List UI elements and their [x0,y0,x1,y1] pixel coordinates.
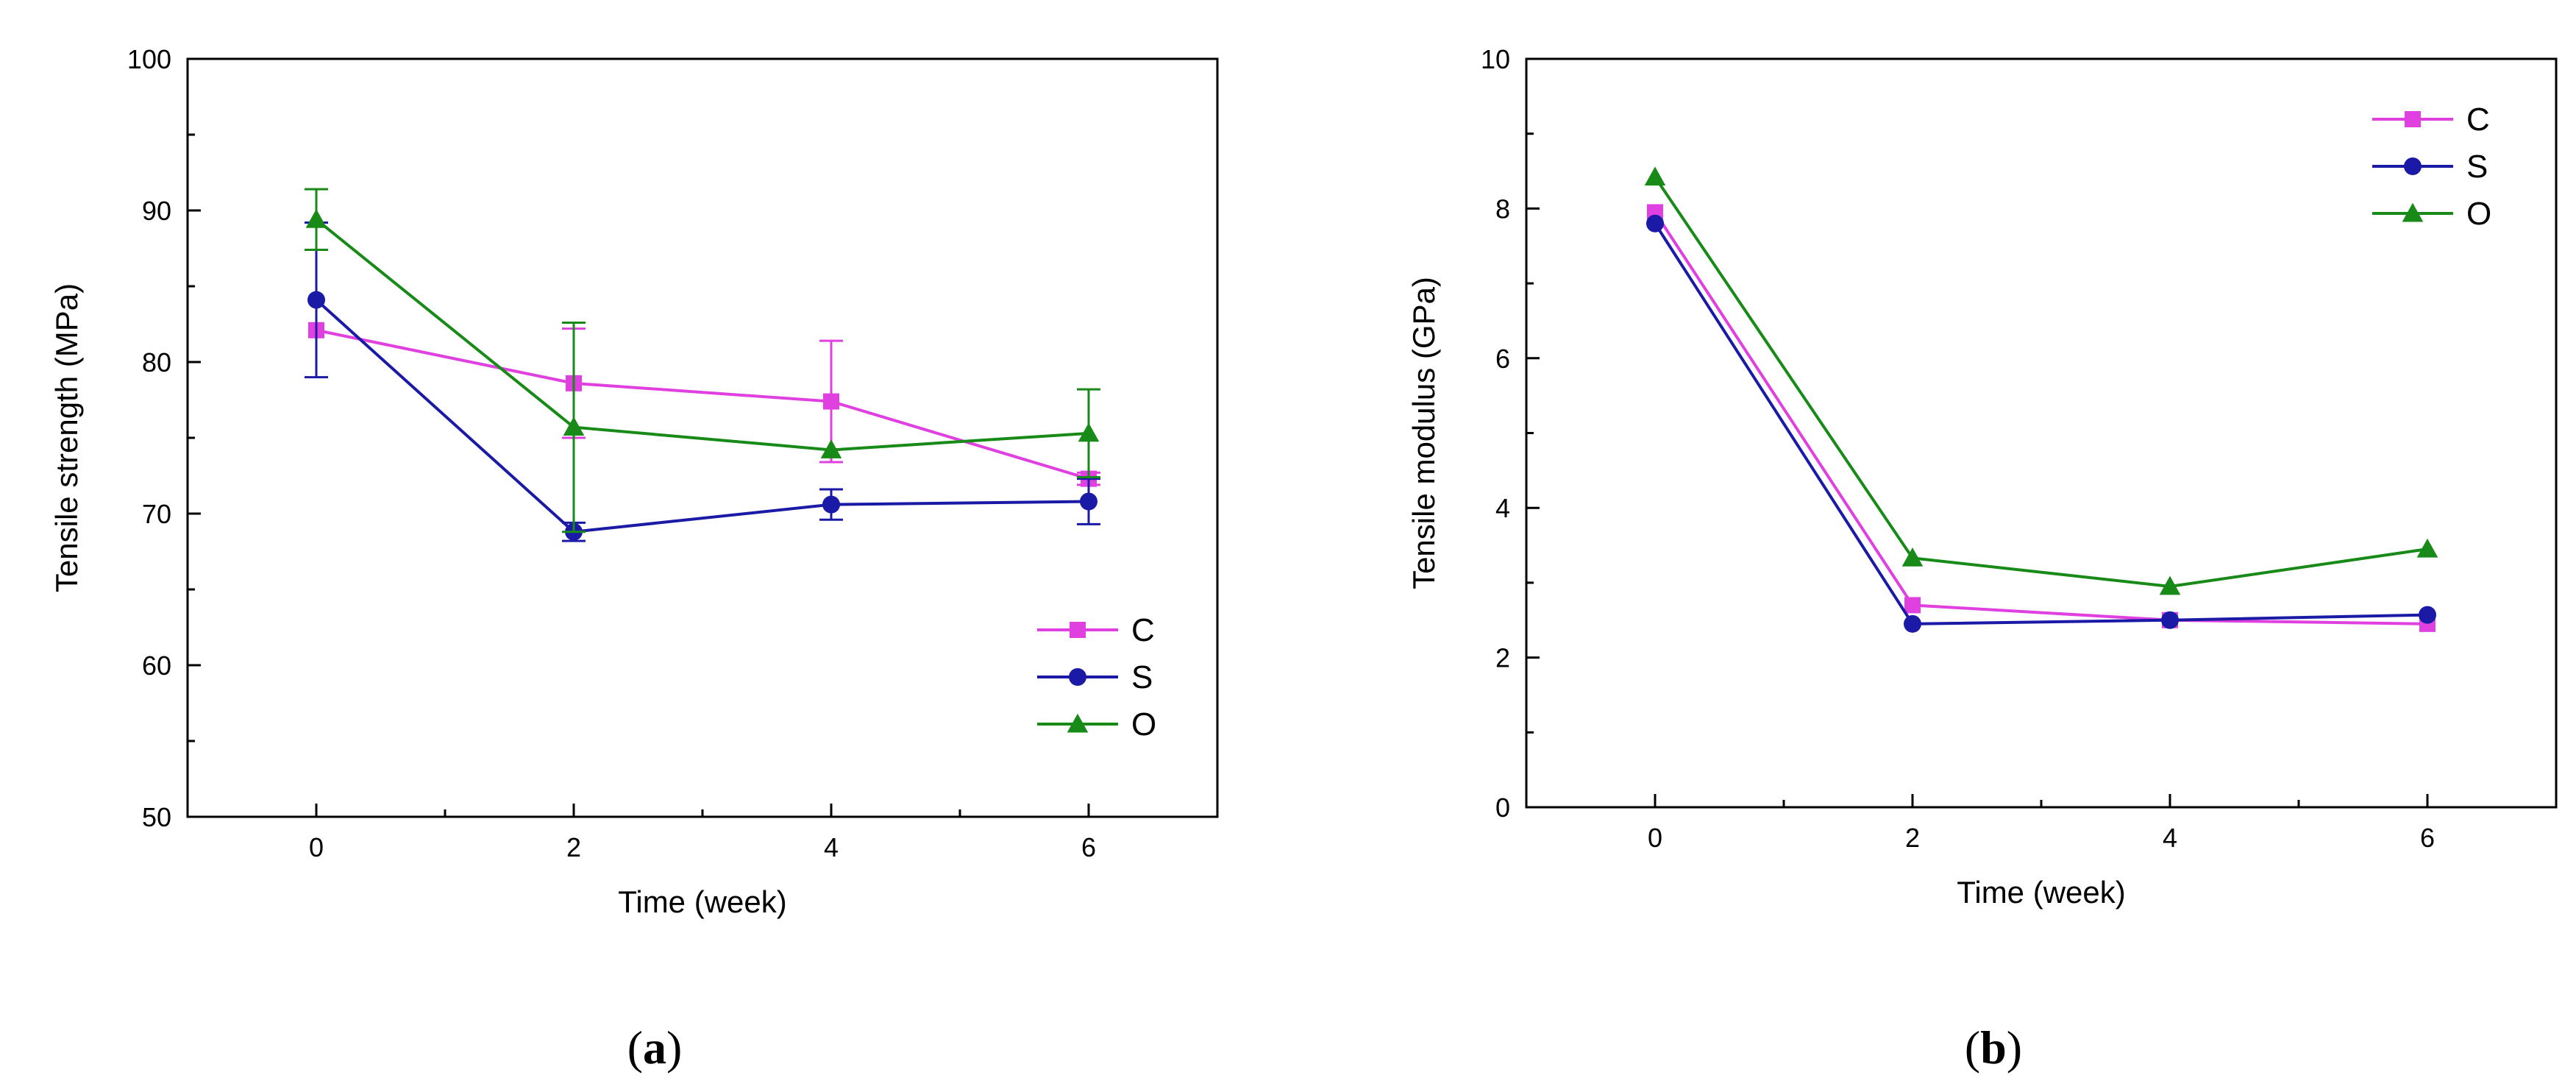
series-O [1644,166,2438,595]
series-S [305,221,1100,542]
y-tick-label: 6 [1495,344,1510,374]
data-point-O [563,416,585,436]
legend-marker-O [1067,713,1089,733]
data-point-S [1080,492,1097,511]
y-tick-label: 100 [127,44,171,74]
data-point-S [1646,214,1664,233]
data-point-O [1078,422,1100,442]
y-tick-label: 70 [142,499,171,529]
data-point-S [1904,614,1921,633]
data-point-O [2159,575,2181,595]
y-tick-label: 60 [142,650,171,681]
y-axis-title: Tensile modulus (GPa) [1406,277,1441,589]
series-C [308,322,1100,487]
panel-label-a: (a) [627,1021,683,1074]
series-line-O [315,218,1089,452]
x-tick-label: 6 [1081,832,1096,862]
y-tick-label: 80 [142,347,171,377]
panel-label-b: (b) [1965,1021,2022,1074]
x-tick-label: 6 [2420,823,2435,853]
x-tick-label: 2 [1905,823,1920,853]
legend-label-O: O [1131,706,1156,742]
x-tick-label: 0 [1648,823,1662,853]
series-line-S [1654,222,2428,625]
y-tick-label: 90 [142,196,171,226]
data-point-O [305,209,327,228]
series-line-C [316,328,1089,481]
legend-label-O: O [2466,196,2491,232]
legend-marker-S [2404,157,2422,175]
legend-label-C: C [1131,612,1155,648]
data-point-S [2419,606,2436,624]
series-O [305,188,1100,533]
x-axis-title: Time (week) [618,884,786,919]
legend-marker-S [1069,668,1086,686]
legend: CSO [2372,102,2491,232]
data-point-O [820,439,842,458]
data-point-C [823,393,839,410]
x-tick-label: 2 [566,832,581,862]
data-point-C [1904,597,1921,614]
y-tick-label: 0 [1495,793,1510,823]
chart-tensile-strength: 0 2 4 6 50 60 70 80 90 100 Time (week) Tensile stre… [49,44,1219,919]
series-line-O [1654,176,2428,589]
data-point-S [2161,611,2179,629]
data-point-S [822,495,840,514]
x-tick-label: 4 [824,832,839,862]
x-axis-title: Time (week) [1957,875,2125,910]
series-line-C [1654,211,2428,625]
y-tick-label: 10 [1481,44,1510,74]
series-S [1646,214,2436,633]
y-tick-label: 2 [1495,643,1510,673]
series-C [1647,204,2436,632]
y-axis-title: Tensile strength (MPa) [49,283,84,592]
legend-label-S: S [2466,149,2488,185]
data-point-S [307,291,325,309]
data-point-O [1644,166,1666,186]
legend: CSO [1037,612,1156,742]
series-line-S [315,299,1089,533]
legend-label-C: C [2466,102,2490,138]
plot-frame [1525,57,2558,809]
y-tick-label: 4 [1495,493,1510,523]
legend-label-S: S [1131,659,1153,695]
x-tick-label: 4 [2163,823,2177,853]
y-tick-label: 8 [1495,194,1510,224]
legend-marker-O [2402,202,2424,222]
legend-marker-C [1070,622,1086,638]
data-point-O [2416,538,2438,558]
y-tick-label: 50 [142,802,171,832]
legend-marker-C [2405,111,2421,127]
chart-tensile-modulus: 0 2 4 6 0 2 4 6 8 10 Time (week) Tensile modulus (G… [1406,44,2558,910]
x-tick-label: 0 [309,832,324,862]
data-point-O [1901,547,1924,567]
